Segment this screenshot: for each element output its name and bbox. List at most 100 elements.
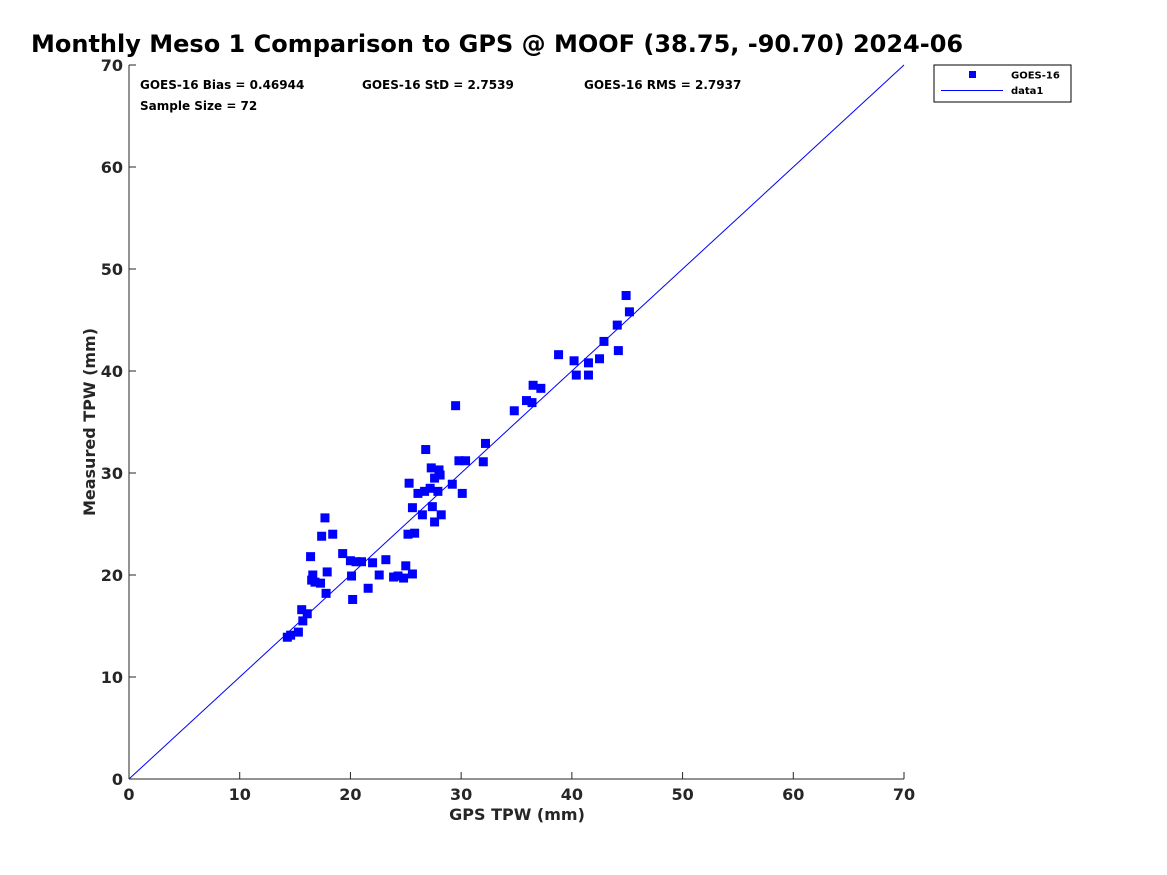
data-point bbox=[308, 570, 318, 580]
data-point bbox=[348, 594, 358, 604]
data-point bbox=[321, 588, 331, 598]
data-point bbox=[338, 549, 348, 559]
legend-box bbox=[933, 64, 1072, 103]
data-point bbox=[407, 503, 417, 513]
data-point bbox=[595, 354, 605, 364]
data-point bbox=[433, 486, 443, 496]
legend-marker-goes16 bbox=[969, 71, 976, 78]
data-point bbox=[425, 483, 435, 493]
x-axis-label: GPS TPW (mm) bbox=[449, 805, 585, 824]
data-point bbox=[527, 398, 537, 408]
data-point bbox=[426, 463, 436, 473]
x-tick-label: 70 bbox=[893, 785, 915, 804]
x-tick-label: 40 bbox=[561, 785, 583, 804]
data-point bbox=[417, 510, 427, 520]
y-tick-label: 50 bbox=[101, 260, 123, 279]
data-point bbox=[420, 486, 430, 496]
data-point bbox=[430, 473, 440, 483]
data-point bbox=[457, 488, 467, 498]
data-point bbox=[624, 307, 634, 317]
data-point bbox=[454, 456, 464, 466]
data-point bbox=[430, 517, 440, 527]
y-tick-label: 20 bbox=[101, 566, 123, 585]
data-point bbox=[357, 557, 366, 567]
data-point bbox=[317, 531, 327, 541]
legend-label-goes16: GOES-16 bbox=[1011, 71, 1060, 82]
data-point bbox=[298, 616, 308, 626]
x-tick-label: 20 bbox=[339, 785, 361, 804]
data-point bbox=[368, 558, 378, 568]
data-point bbox=[410, 528, 420, 538]
data-point bbox=[621, 291, 631, 301]
data-point bbox=[286, 630, 296, 640]
data-point bbox=[447, 479, 457, 489]
data-point bbox=[363, 583, 373, 593]
x-tick-label: 60 bbox=[782, 785, 804, 804]
data-point bbox=[322, 567, 332, 577]
data-point bbox=[297, 605, 307, 615]
legend-label-data1: data1 bbox=[1011, 86, 1043, 97]
data-point bbox=[302, 609, 312, 619]
scatter-points-layer bbox=[282, 291, 634, 642]
y-tick-label: 40 bbox=[101, 362, 123, 381]
x-tick-label: 50 bbox=[671, 785, 693, 804]
sample-size-annotation: Sample Size = 72 bbox=[140, 99, 257, 113]
data-point bbox=[320, 513, 330, 523]
x-tick-label: 0 bbox=[123, 785, 134, 804]
data-point bbox=[404, 478, 414, 488]
data-point bbox=[347, 571, 357, 581]
data-point bbox=[374, 570, 384, 580]
data-point bbox=[451, 401, 461, 411]
data-point bbox=[403, 529, 413, 539]
axes-layer bbox=[128, 65, 904, 780]
ticks-layer: 0 10 20 30 40 50 60 70 0 10 20 30 40 50 60 70 bbox=[101, 56, 915, 804]
data-point bbox=[413, 488, 423, 498]
data-point bbox=[583, 358, 593, 368]
data-point bbox=[536, 383, 546, 393]
data-point bbox=[399, 573, 409, 583]
data-point bbox=[401, 561, 411, 571]
data-point bbox=[612, 320, 622, 330]
data-point bbox=[613, 346, 623, 356]
y-tick-label: 0 bbox=[112, 770, 123, 789]
data-point bbox=[583, 370, 593, 380]
data-point bbox=[421, 445, 431, 455]
y-axis-label: Measured TPW (mm) bbox=[80, 328, 99, 516]
reference-line bbox=[128, 64, 905, 780]
data-point bbox=[306, 552, 316, 562]
data-point bbox=[436, 510, 446, 520]
data-point bbox=[554, 350, 564, 360]
data-point bbox=[351, 557, 361, 567]
data-point bbox=[407, 569, 417, 579]
data-point bbox=[569, 356, 579, 366]
data-point bbox=[571, 370, 581, 380]
y-tick-label: 60 bbox=[101, 158, 123, 177]
data-point bbox=[345, 556, 355, 566]
rms-annotation: GOES-16 RMS = 2.7937 bbox=[584, 78, 741, 92]
std-annotation: GOES-16 StD = 2.7539 bbox=[362, 78, 514, 92]
data-point bbox=[427, 502, 437, 512]
data-point bbox=[328, 529, 338, 539]
data-point bbox=[310, 577, 320, 587]
y-tick-label: 30 bbox=[101, 464, 123, 483]
x-tick-label: 10 bbox=[229, 785, 251, 804]
data-point bbox=[599, 336, 609, 346]
data-point bbox=[381, 555, 391, 565]
data-point bbox=[481, 438, 490, 448]
y-tick-label: 70 bbox=[101, 56, 123, 75]
reference-line-layer bbox=[128, 64, 905, 780]
x-tick-label: 30 bbox=[450, 785, 472, 804]
chart-title: Monthly Meso 1 Comparison to GPS @ MOOF … bbox=[31, 30, 963, 58]
legend: GOES-16 data1 bbox=[933, 64, 1072, 103]
data-point bbox=[509, 406, 519, 416]
data-point bbox=[528, 380, 538, 390]
bias-annotation: GOES-16 Bias = 0.46944 bbox=[140, 78, 304, 92]
data-point bbox=[316, 578, 326, 588]
data-point bbox=[461, 456, 471, 466]
data-point bbox=[393, 571, 403, 581]
data-point bbox=[521, 396, 531, 406]
y-tick-label: 10 bbox=[101, 668, 123, 687]
data-point bbox=[478, 457, 488, 467]
data-point bbox=[435, 470, 445, 480]
